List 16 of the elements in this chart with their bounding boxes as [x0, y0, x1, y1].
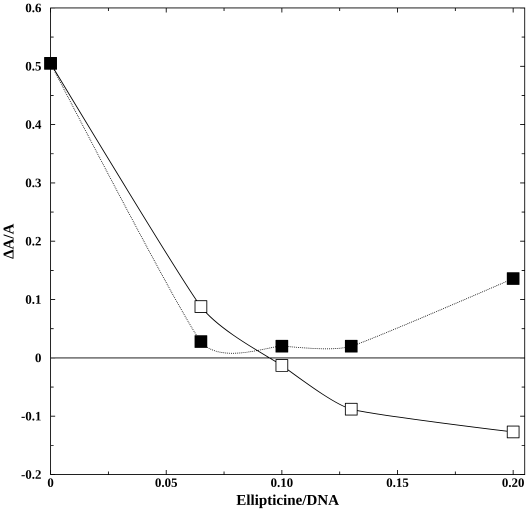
y-tick-label: -0.2 [21, 470, 41, 480]
y-tick-label: 0.1 [26, 295, 41, 304]
y-tick-label: 0 [35, 354, 41, 362]
y-tick-label: 0.5 [26, 62, 41, 71]
x-tick-label: 0.05 [155, 478, 178, 488]
x-axis-title: Ellipticine/DNA [236, 494, 339, 508]
y-tick-label: 0.2 [26, 237, 41, 246]
x-tick-label: 0.10 [271, 478, 293, 488]
y-axis-title: ΔA/A [4, 224, 14, 259]
y-tick-label: 0.6 [26, 4, 42, 12]
y-tick-label: -0.1 [21, 412, 41, 421]
y-tick-label: 0.4 [26, 120, 42, 130]
y-tick-label: 0.3 [26, 178, 41, 188]
x-tick-label: 0 [48, 478, 54, 488]
x-tick-label: 0.15 [386, 478, 408, 488]
x-tick-label: 0.20 [502, 478, 524, 488]
